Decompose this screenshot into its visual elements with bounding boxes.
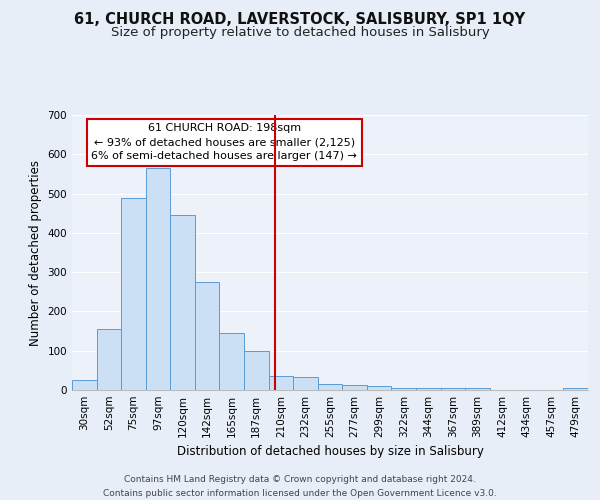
Bar — [391, 388, 416, 390]
Bar — [416, 388, 440, 390]
Bar — [195, 282, 220, 390]
Bar — [269, 376, 293, 390]
Bar — [121, 198, 146, 390]
Bar — [170, 215, 195, 390]
Text: 61 CHURCH ROAD: 198sqm
← 93% of detached houses are smaller (2,125)
6% of semi-d: 61 CHURCH ROAD: 198sqm ← 93% of detached… — [91, 123, 357, 161]
Bar — [342, 384, 367, 390]
Bar — [72, 380, 97, 390]
Bar — [563, 388, 588, 390]
Bar — [146, 168, 170, 390]
Text: Contains HM Land Registry data © Crown copyright and database right 2024.
Contai: Contains HM Land Registry data © Crown c… — [103, 476, 497, 498]
Bar — [440, 388, 465, 390]
Y-axis label: Number of detached properties: Number of detached properties — [29, 160, 42, 346]
Text: Size of property relative to detached houses in Salisbury: Size of property relative to detached ho… — [110, 26, 490, 39]
Bar — [367, 386, 391, 390]
Bar — [97, 329, 121, 390]
Text: 61, CHURCH ROAD, LAVERSTOCK, SALISBURY, SP1 1QY: 61, CHURCH ROAD, LAVERSTOCK, SALISBURY, … — [74, 12, 526, 28]
Bar — [465, 388, 490, 390]
X-axis label: Distribution of detached houses by size in Salisbury: Distribution of detached houses by size … — [176, 446, 484, 458]
Bar — [318, 384, 342, 390]
Bar — [220, 333, 244, 390]
Bar — [244, 350, 269, 390]
Bar — [293, 377, 318, 390]
